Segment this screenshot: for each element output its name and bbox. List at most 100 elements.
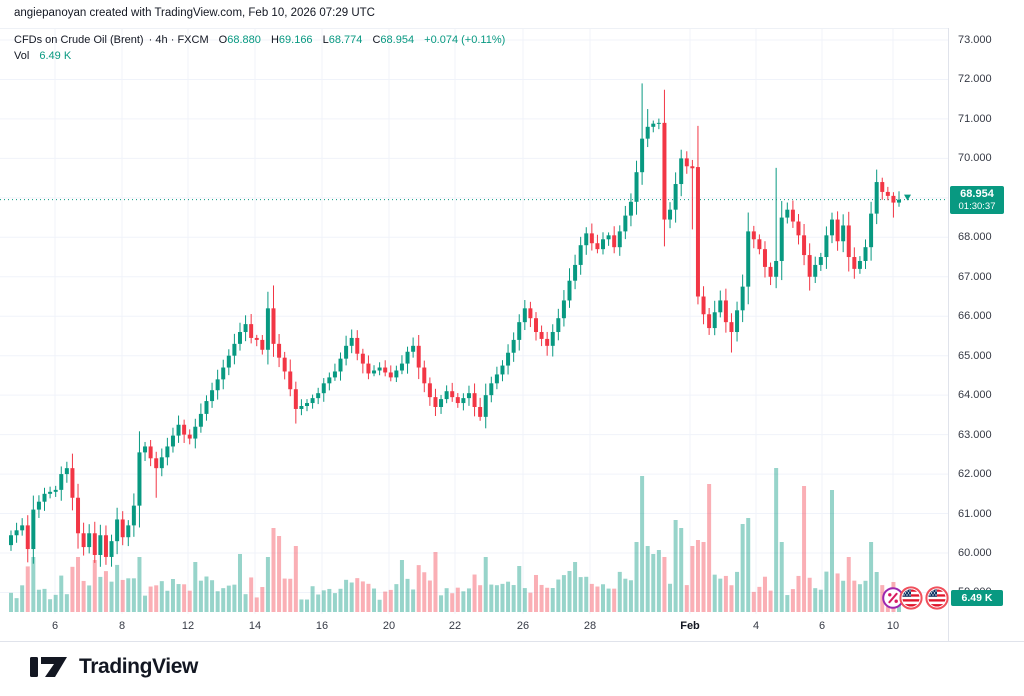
volume-value: 6.49 K — [39, 50, 72, 62]
time-tick-label: 26 — [516, 620, 530, 632]
candle-body — [601, 239, 606, 250]
candle-body — [718, 300, 723, 313]
close-value: 68.954 — [380, 34, 415, 46]
volume-bar — [561, 575, 566, 612]
interval-label[interactable]: 4h — [155, 34, 168, 46]
candlestick-chart[interactable] — [0, 0, 1024, 614]
candle-body — [81, 533, 86, 548]
volume-bar — [673, 520, 678, 612]
candle-body — [656, 122, 661, 124]
volume-bar — [64, 594, 69, 612]
volume-bar — [550, 587, 555, 612]
time-tick-label: 10 — [886, 620, 900, 632]
volume-bar — [249, 577, 254, 612]
candle-body — [567, 280, 572, 301]
volume-bar — [645, 546, 650, 612]
candle-body — [880, 182, 885, 192]
candle-body — [210, 390, 215, 402]
price-tick-label: 70.000 — [958, 152, 992, 165]
volume-bar — [344, 579, 349, 612]
candle-body — [332, 371, 337, 378]
volume-bar — [433, 552, 438, 612]
candle-body — [310, 398, 315, 404]
time-tick-label: 12 — [181, 620, 195, 632]
candle-body — [690, 166, 695, 169]
candle-body — [215, 379, 220, 391]
volume-bar — [165, 590, 170, 612]
high-value: 69.166 — [278, 34, 313, 46]
volume-bar — [796, 575, 801, 612]
time-tick-label: 20 — [382, 620, 396, 632]
candle-body — [589, 233, 594, 244]
volume-bar — [489, 584, 494, 612]
volume-bar — [768, 590, 773, 612]
last-price-value: 68.954 — [960, 187, 994, 200]
volume-bar — [528, 592, 533, 612]
candle-body — [103, 535, 108, 557]
legend-separator: · — [148, 34, 153, 46]
volume-bar — [31, 557, 36, 612]
candle-body — [874, 182, 879, 214]
candle-body — [42, 493, 47, 502]
us-flag-event-icon[interactable] — [925, 586, 949, 615]
candle-body — [422, 367, 427, 384]
candle-body — [237, 332, 242, 344]
volume-bar — [277, 536, 282, 612]
candle-body — [500, 365, 505, 375]
candle-body — [388, 372, 393, 378]
tradingview-footer[interactable]: TradingView — [30, 655, 198, 679]
volume-bar — [634, 542, 639, 612]
candle-body — [198, 413, 203, 427]
candle-body — [863, 247, 868, 261]
candle-body — [623, 215, 628, 232]
time-tick-label: 8 — [118, 620, 126, 632]
volume-bar — [366, 583, 371, 612]
candle-body — [595, 243, 600, 250]
volume-bar — [500, 583, 505, 612]
volume-bar — [25, 566, 30, 612]
candle-body — [165, 446, 170, 458]
volume-bar — [215, 591, 220, 612]
candle-body — [137, 452, 142, 506]
volume-bar — [668, 583, 673, 612]
volume-bar — [679, 528, 684, 612]
us-flag-event-icon[interactable] — [899, 586, 923, 615]
candle-body — [533, 318, 538, 333]
candle-body — [360, 353, 365, 364]
percent-event-icon[interactable] — [882, 587, 904, 614]
candle-body — [377, 367, 382, 371]
symbol-title[interactable]: CFDs on Crude Oil (Brent) — [14, 34, 144, 46]
candle-body — [254, 337, 259, 340]
candle-body — [450, 391, 455, 398]
candle-body — [779, 217, 784, 261]
candle-body — [813, 264, 818, 277]
candle-body — [170, 435, 175, 447]
candle-body — [265, 308, 270, 350]
last-price-badge: 68.954 01:30:37 — [950, 185, 1004, 214]
candle-body — [885, 191, 890, 196]
candle-body — [120, 519, 125, 538]
candle-body — [517, 322, 522, 340]
candle-body — [785, 209, 790, 218]
price-tick-label: 71.000 — [958, 112, 992, 125]
candle-body — [20, 525, 25, 531]
candle-body — [293, 389, 298, 409]
candle-body — [729, 322, 734, 333]
volume-bar — [115, 564, 120, 612]
volume-bar — [573, 562, 578, 612]
candle-body — [14, 530, 19, 536]
volume-bar — [589, 583, 594, 612]
candle-body — [143, 446, 148, 453]
chart-area[interactable]: CFDs on Crude Oil (Brent) · 4h · FXCM O6… — [0, 0, 1024, 642]
candle-body — [506, 352, 511, 366]
volume-bar — [265, 557, 270, 612]
candle-body — [176, 424, 181, 436]
volume-bar — [131, 578, 136, 612]
candle-body — [774, 260, 779, 277]
volume-bar — [567, 570, 572, 612]
tradingview-brand-text: TradingView — [79, 655, 198, 678]
candle-body — [869, 213, 874, 248]
volume-bar — [87, 585, 92, 612]
candle-body — [439, 399, 444, 407]
